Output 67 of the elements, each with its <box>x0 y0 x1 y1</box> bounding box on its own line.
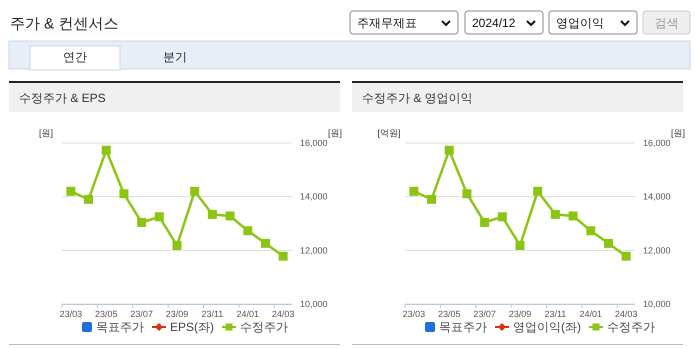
text: 연간 <box>63 50 87 64</box>
text: 영업이익 <box>556 16 604 30</box>
point <box>586 226 596 236</box>
chart-title: 수정주가 & 영업이익 <box>362 91 473 105</box>
point <box>172 241 182 250</box>
legend-label: 목표주가 <box>96 320 144 334</box>
x-tick-label: 23/09 <box>508 309 532 319</box>
point <box>480 218 490 227</box>
point <box>568 211 578 220</box>
point <box>427 194 436 204</box>
x-tick-label: 23/11 <box>544 309 566 319</box>
x-tick-label: 24/03 <box>272 309 294 319</box>
x-tick-label: 23/09 <box>166 309 188 319</box>
text: 2024/12 <box>472 16 516 30</box>
text: 주가 & 컨센서스 <box>10 16 118 32</box>
y2-tick-label: 12,000 <box>300 245 328 256</box>
point <box>260 238 270 248</box>
y2-tick-label: 12,000 <box>643 245 671 256</box>
y2-tick-label: 10,000 <box>300 299 328 309</box>
point <box>550 210 560 219</box>
x-tick-label: 24/01 <box>580 309 602 319</box>
point <box>278 252 288 261</box>
x-tick-label: 23/11 <box>201 309 224 319</box>
point <box>444 146 454 155</box>
y2-tick-label: 14,000 <box>300 192 328 202</box>
y2-axis-title: [원] <box>328 128 342 138</box>
point <box>462 189 472 198</box>
y2-tick-label: 14,000 <box>643 192 671 202</box>
point <box>516 241 524 250</box>
x-tick-label: 23/07 <box>130 309 153 319</box>
point <box>498 212 507 222</box>
point <box>137 218 146 227</box>
text: 분기 <box>163 50 187 64</box>
point <box>208 210 217 219</box>
x-tick-label: 23/05 <box>94 309 118 319</box>
point <box>533 186 542 196</box>
y-axis-title: [원] <box>38 128 54 138</box>
point <box>154 212 164 222</box>
y2-tick-label: 16,000 <box>643 138 671 148</box>
point <box>604 238 613 248</box>
point <box>84 194 94 204</box>
x-tick-label: 24/03 <box>614 309 638 319</box>
point <box>622 252 631 261</box>
x-tick-label: 23/03 <box>402 309 426 319</box>
legend-label: EPS(좌) <box>170 320 214 334</box>
point <box>190 186 200 196</box>
x-tick-label: 23/07 <box>473 309 496 319</box>
text: 검색 <box>654 16 678 30</box>
x-tick-label: 24/01 <box>236 309 260 319</box>
legend-label: 수정주가 <box>240 320 288 334</box>
point <box>243 226 252 236</box>
y2-tick-label: 16,000 <box>300 138 328 148</box>
point <box>226 211 235 220</box>
text: 주재무제표 <box>357 16 417 30</box>
legend-label: 수정주가 <box>607 320 655 334</box>
legend-label: 목표주가 <box>439 320 487 334</box>
point <box>409 186 418 196</box>
point <box>102 146 111 155</box>
point <box>119 189 128 198</box>
y-axis-title: [억원] <box>377 128 401 138</box>
x-tick-label: 23/03 <box>60 309 82 319</box>
chart-title: 수정주가 & EPS <box>19 91 106 105</box>
y2-axis-title: [원] <box>670 128 686 138</box>
x-tick-label: 23/05 <box>438 309 460 319</box>
point <box>66 186 76 196</box>
legend-label: 영업이익(좌) <box>513 320 581 334</box>
y2-tick-label: 10,000 <box>643 299 671 309</box>
